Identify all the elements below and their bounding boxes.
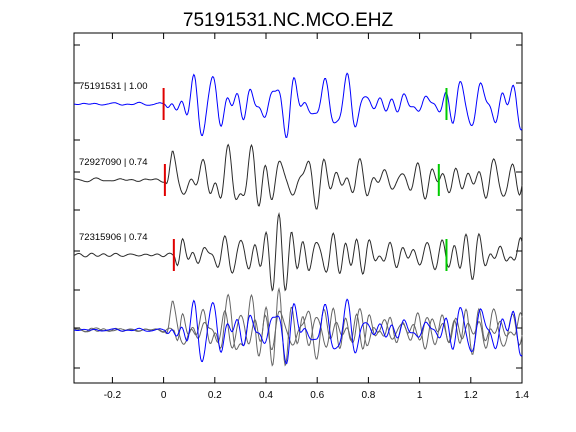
- phase-picks: [162, 88, 448, 271]
- x-tick-label: 1.4: [515, 390, 529, 401]
- y-ticks: [74, 44, 522, 369]
- x-tick-label: 0: [161, 390, 167, 401]
- trace-label: 72927090 | 0.74: [79, 157, 148, 168]
- chart-title: 75191531.NC.MCO.EHZ: [183, 10, 394, 31]
- trace-line: [73, 212, 523, 292]
- x-tick-label: 0.2: [208, 390, 222, 401]
- x-tick-label: 0.6: [310, 390, 324, 401]
- traces: [73, 72, 523, 367]
- overlay-trace-line: [73, 293, 523, 360]
- x-tick-label: 1.2: [464, 390, 478, 401]
- trace-label: 72315906 | 0.74: [79, 232, 148, 243]
- trace-label: 75191531 | 1.00: [79, 81, 148, 92]
- overlay-trace-line: [73, 287, 523, 367]
- x-tick-label: 0.8: [361, 390, 375, 401]
- x-tick-label: 0.4: [259, 390, 273, 401]
- x-axis: -0.2 0 0.2 0.4 0.6 0.8 1 1.2 1.4: [104, 33, 529, 401]
- trace-labels: 75191531 | 1.00 72927090 | 0.74 72315906 |…: [79, 81, 148, 243]
- overlay-trace-line: [73, 298, 523, 364]
- plot-frame: [73, 32, 523, 384]
- trace-line: [73, 143, 523, 210]
- x-tick-label: -0.2: [104, 390, 122, 401]
- x-tick-label: 1: [417, 390, 423, 401]
